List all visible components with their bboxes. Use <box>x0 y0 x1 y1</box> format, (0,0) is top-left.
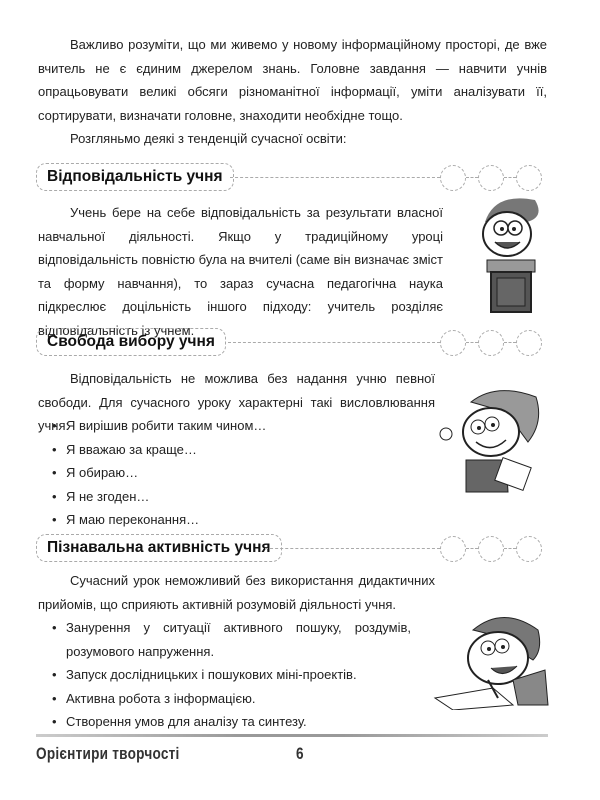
section-title: Свобода вибору учня <box>36 328 226 356</box>
divider <box>265 548 440 549</box>
circle-decoration <box>516 536 542 562</box>
divider <box>466 177 478 178</box>
divider <box>230 177 440 178</box>
list-item: Я не згоден… <box>46 485 426 509</box>
divider <box>228 342 440 343</box>
footer-title: Орієнтири творчості <box>36 744 180 763</box>
circle-decoration <box>478 165 504 191</box>
list-item: Я маю переконання… <box>46 508 426 532</box>
divider <box>504 177 516 178</box>
circle-decoration <box>516 165 542 191</box>
intro-paragraph: Важливо розуміти, що ми живемо у новому … <box>38 37 547 123</box>
list-item: Занурення у ситуації активного пошуку, р… <box>46 616 411 663</box>
circle-decoration <box>478 536 504 562</box>
bullet-list: Занурення у ситуації активного пошуку, р… <box>46 616 411 734</box>
section-text: Відповідальність не можлива без надання … <box>38 371 435 433</box>
page-number: 6 <box>296 744 304 763</box>
section-title: Пізнавальна активність учня <box>36 534 282 562</box>
list-item: Я вважаю за краще… <box>46 438 426 462</box>
intro-lead: Розгляньмо деякі з тенденцій сучасної ос… <box>70 131 347 146</box>
circle-decoration <box>440 330 466 356</box>
section-text: Сучасний урок неможливий без використанн… <box>38 573 435 612</box>
circle-decoration <box>440 536 466 562</box>
divider <box>504 548 516 549</box>
section-text: Учень бере на себе відповідальність за р… <box>38 205 443 338</box>
bullet-list: Я вирішив робити таким чином… Я вважаю з… <box>46 414 426 532</box>
girl-with-paper-illustration <box>439 390 540 493</box>
list-item: Запуск дослідницьких і пошукових міні-пр… <box>46 663 411 687</box>
circle-decoration <box>478 330 504 356</box>
section-title: Відповідальність учня <box>36 163 234 191</box>
boy-at-lectern-illustration <box>482 198 539 313</box>
divider <box>466 342 478 343</box>
list-item: Активна робота з інформацією. <box>46 687 411 711</box>
divider <box>504 342 516 343</box>
footer-divider <box>36 734 548 737</box>
boy-writing-illustration <box>433 617 549 710</box>
list-item: Створення умов для аналізу та синтезу. <box>46 710 411 734</box>
circle-decoration <box>440 165 466 191</box>
circle-decoration <box>516 330 542 356</box>
list-item: Я обираю… <box>46 461 426 485</box>
divider <box>466 548 478 549</box>
list-item: Я вирішив робити таким чином… <box>46 414 426 438</box>
